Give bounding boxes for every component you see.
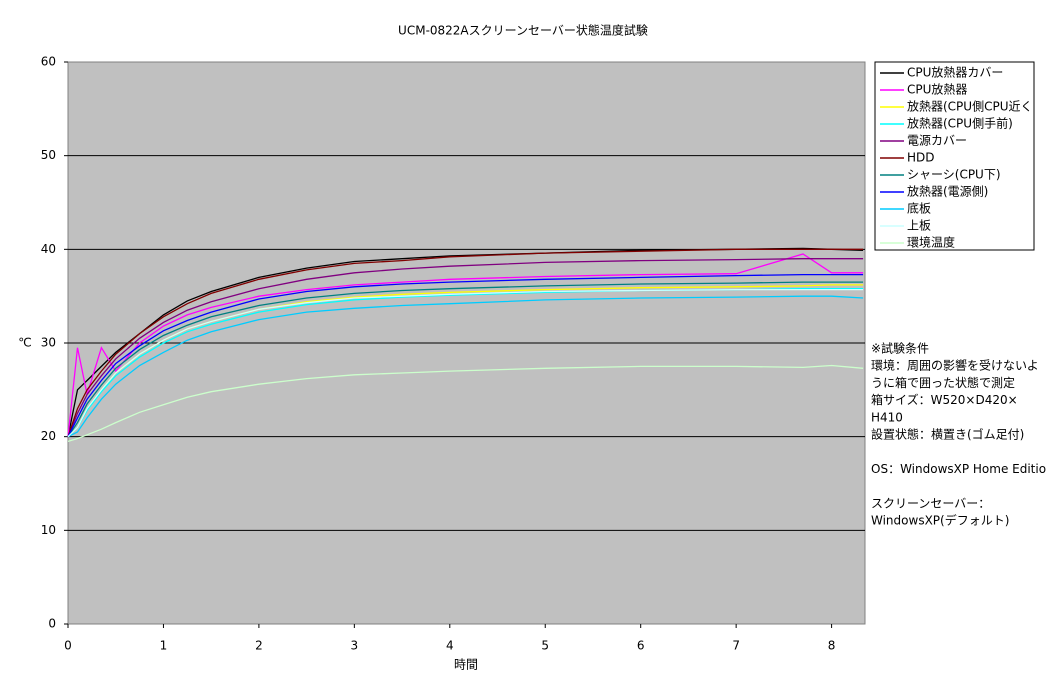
legend-label: CPU放熱器カバー [907,65,1003,80]
legend-label: 電源カバー [907,134,967,148]
legend-label: 放熱器(CPU側手前) [907,116,1013,131]
x-tick-label: 3 [351,639,359,653]
x-tick-label: 5 [541,639,549,653]
series-line [67,295,864,438]
series-line [67,273,864,437]
y-tick-label: 20 [41,429,56,443]
legend-label: 底板 [907,201,931,216]
x-tick-label: 8 [828,639,836,653]
legend-label: CPU放熱器 [907,82,967,97]
chart-title: UCM-0822Aスクリーンセーバー状態温度試験 [398,23,648,38]
annotation: ※試験条件 [871,341,929,356]
legend-label: HDD [907,151,935,165]
series-line [67,281,864,438]
annotation: 環境：周囲の影響を受けないよ [871,358,1039,373]
y-tick-label: 40 [41,242,56,256]
series-line [67,248,864,437]
x-tick-label: 0 [64,639,72,653]
legend-label: 放熱器(CPU側CPU近く [907,99,1032,114]
x-tick-label: 7 [732,639,740,653]
series-line [67,258,864,437]
annotation: 箱サイズ：W520×D420× [871,392,1018,407]
x-tick-label: 1 [160,639,168,653]
y-axis-label: ℃ [18,336,31,350]
y-tick-label: 30 [41,336,56,350]
x-tick-label: 4 [446,639,454,653]
series-line [67,253,864,437]
annotation: 設置状態：横置き(ゴム足付) [871,427,1024,442]
legend-label: 環境温度 [907,235,955,250]
annotation: WindowsXP(デフォルト) [871,513,1009,528]
annotation: H410 [871,410,903,424]
annotation: スクリーンセーバー： [871,496,990,510]
legend-label: シャーシ(CPU下) [907,168,1001,182]
series-line [67,364,864,443]
x-axis-label: 時間 [454,658,478,672]
annotation: うに箱で囲った状態で測定 [871,375,1015,390]
y-tick-label: 50 [41,148,56,162]
annotation: OS：WindowsXP Home Edition [871,462,1046,476]
y-tick-label: 10 [41,523,56,537]
y-tick-label: 0 [48,617,56,631]
x-tick-label: 2 [255,639,263,653]
series-line [67,288,864,438]
legend-label: 上板 [907,219,931,233]
legend-box [874,61,1035,251]
x-tick-label: 6 [637,639,645,653]
legend-label: 放熱器(電源側) [907,184,988,199]
y-tick-label: 60 [41,55,56,69]
